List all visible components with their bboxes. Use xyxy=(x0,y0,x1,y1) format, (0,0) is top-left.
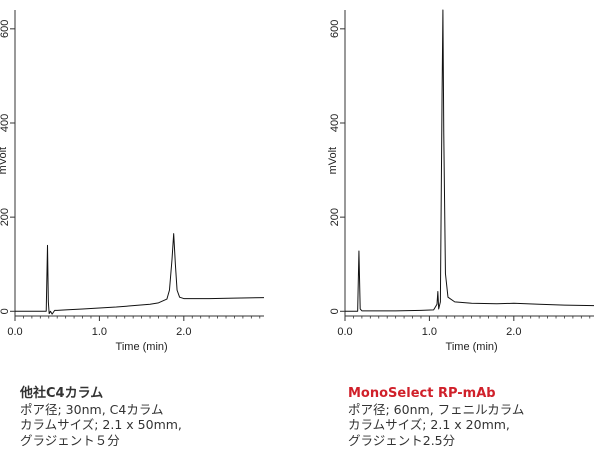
caption-right-line1: ポア径; 60nm, フェニルカラム xyxy=(348,401,525,417)
left-y-tick-label: 400 xyxy=(0,114,11,132)
right-y-tick-label: 600 xyxy=(329,20,341,38)
right-x-tick-label: 1.0 xyxy=(422,326,437,338)
caption-right-title: MonoSelect RP-mAb xyxy=(348,386,496,401)
caption-left-line3: グラジェント５分 xyxy=(20,432,120,448)
right-y-tick-label: 0 xyxy=(329,308,341,314)
caption-left-line1: ポア径; 30nm, C4カラム xyxy=(20,401,164,417)
left-x-tick-label: 1.0 xyxy=(92,326,107,338)
caption-left: 他社C4カラム ポア径; 30nm, C4カラム カラムサイズ; 2.1 x 5… xyxy=(20,386,182,448)
right-y-tick-label: 200 xyxy=(329,208,341,226)
caption-left-line2: カラムサイズ; 2.1 x 50mm, xyxy=(20,417,182,432)
left-chromatogram-trace xyxy=(15,233,265,315)
left-y-tick-label: 0 xyxy=(0,308,11,314)
caption-right: MonoSelect RP-mAb ポア径; 60nm, フェニルカラム カラム… xyxy=(348,386,524,448)
right-x-tick-label: 2.0 xyxy=(506,326,521,338)
right-x-axis-label: Time (min) xyxy=(446,341,498,353)
caption-right-line2: カラムサイズ; 2.1 x 20mm, xyxy=(348,417,510,432)
left-x-tick-label: 2.0 xyxy=(176,326,191,338)
right-x-tick-label: 0.0 xyxy=(337,326,352,338)
right-chromatogram-trace xyxy=(345,9,595,312)
caption-right-line3: グラジェント2.5分 xyxy=(348,432,456,448)
caption-left-title: 他社C4カラム xyxy=(20,386,104,401)
left-x-tick-label: 0.0 xyxy=(7,326,22,338)
left-y-tick-label: 600 xyxy=(0,20,11,38)
left-y-axis-label: mVolt xyxy=(0,147,9,175)
right-y-tick-label: 400 xyxy=(329,114,341,132)
left-y-tick-label: 200 xyxy=(0,208,11,226)
left-x-axis-label: Time (min) xyxy=(116,341,168,353)
right-y-axis-label: mVolt xyxy=(327,147,339,175)
